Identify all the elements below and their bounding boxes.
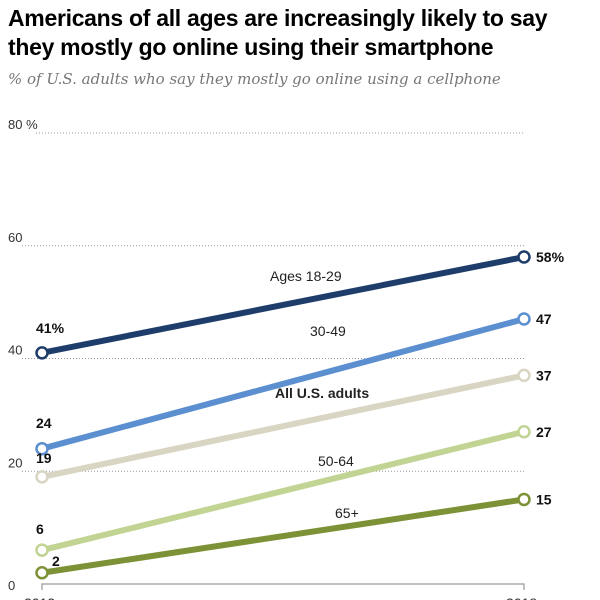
y-tick-label: 0 — [8, 578, 15, 593]
data-label: 24 — [36, 415, 52, 431]
data-label: 47 — [536, 311, 552, 327]
series-line — [41, 372, 525, 480]
series-name-label: All U.S. adults — [275, 385, 369, 401]
data-label: 2 — [52, 553, 60, 569]
series-line — [41, 254, 525, 356]
series-name-label: 65+ — [335, 505, 359, 521]
data-label: 41% — [36, 320, 65, 336]
data-point — [517, 425, 531, 439]
data-point — [35, 346, 49, 360]
chart-title: Americans of all ages are increasingly l… — [8, 5, 548, 60]
data-point — [35, 441, 49, 456]
data-label: 37 — [536, 367, 552, 383]
series-line — [41, 496, 525, 576]
data-point — [35, 565, 49, 580]
y-tick-label: 20 — [8, 455, 22, 470]
data-point — [35, 470, 49, 484]
chart-subtitle: % of U.S. adults who say they mostly go … — [8, 70, 501, 88]
y-tick-label: 80 % — [8, 117, 38, 132]
series-line — [41, 316, 525, 452]
y-tick-label: 40 — [8, 343, 22, 358]
data-point — [517, 492, 531, 507]
series-name-label: 50-64 — [318, 453, 354, 469]
data-point — [35, 543, 49, 557]
data-point — [517, 368, 531, 383]
data-point — [517, 312, 531, 326]
data-label: 6 — [36, 521, 44, 537]
data-label: 15 — [536, 491, 552, 507]
data-label: 19 — [36, 450, 52, 466]
series-line — [41, 428, 525, 554]
y-tick-label: 60 — [8, 230, 22, 245]
x-tick-label: 2013 — [24, 595, 55, 600]
data-point — [517, 250, 531, 264]
series-name-label: Ages 18-29 — [270, 268, 342, 284]
data-label: 27 — [536, 424, 552, 440]
series-name-label: 30-49 — [310, 323, 346, 339]
x-tick-label: 2018 — [506, 595, 537, 600]
x-axis — [41, 583, 525, 590]
data-label: 58% — [536, 249, 565, 265]
